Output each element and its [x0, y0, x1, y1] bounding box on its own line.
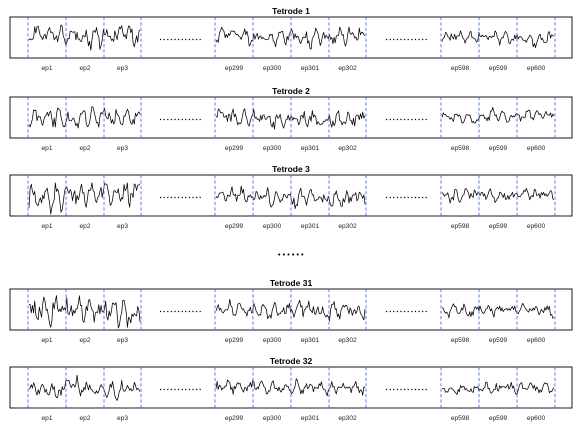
episode-label: ep3	[117, 65, 128, 72]
episode-label: ep600	[527, 337, 546, 344]
episode-label: ep300	[263, 65, 282, 72]
episode-label: ep600	[527, 145, 546, 152]
episode-label: ep302	[338, 65, 357, 72]
tetrode-panel: Tetrode 3 ep1 ep2 ep3 ep299 ep300 ep301 ep302 ep…	[9, 164, 573, 230]
episode-label: ep3	[117, 145, 128, 152]
tetrode-panel: Tetrode 31 ep1 ep2 ep3 ep299 ep300 ep301 ep302 e…	[9, 278, 573, 344]
episode-label: ep2	[79, 223, 90, 230]
signal-trace	[441, 107, 555, 124]
episode-label: ep3	[117, 223, 128, 230]
episode-label: ep302	[338, 415, 357, 422]
signal-trace	[28, 106, 141, 129]
episode-label: ep301	[301, 415, 320, 422]
signal-trace	[28, 374, 141, 401]
episode-label: ep299	[225, 223, 244, 230]
panel-title: Tetrode 31	[270, 278, 313, 288]
episode-label: ep301	[301, 337, 320, 344]
signal-trace	[28, 182, 141, 215]
episode-label: ep299	[225, 65, 244, 72]
episode-label: ep2	[79, 65, 90, 72]
episode-label: ep599	[489, 145, 508, 152]
signal-trace	[441, 302, 555, 319]
episode-label: ep300	[263, 337, 282, 344]
panel-title: Tetrode 1	[272, 6, 310, 16]
episode-label: ep598	[451, 337, 470, 344]
episode-label: ep1	[41, 145, 52, 152]
episode-label: ep302	[338, 223, 357, 230]
episode-label: ep2	[79, 145, 90, 152]
tetrode-panel: Tetrode 2 ep1 ep2 ep3 ep299 ep300 ep301 ep302 ep…	[9, 86, 573, 152]
episode-label: ep302	[338, 145, 357, 152]
episode-label: ep300	[263, 145, 282, 152]
episode-label: ep600	[527, 223, 546, 230]
panel-title: Tetrode 2	[272, 86, 310, 96]
episode-label: ep1	[41, 415, 52, 422]
episode-label: ep301	[301, 223, 320, 230]
episode-label: ep599	[489, 415, 508, 422]
episode-label: ep599	[489, 223, 508, 230]
tetrode-panel: Tetrode 1 ep1 ep2 ep3 ep299 ep300 ep301 ep302 ep…	[9, 6, 573, 72]
signal-trace	[28, 24, 141, 51]
signal-trace	[215, 185, 366, 209]
episode-label: ep599	[489, 337, 508, 344]
episode-label: ep1	[41, 223, 52, 230]
signal-trace	[28, 295, 141, 329]
episode-label: ep598	[451, 223, 470, 230]
episode-label: ep1	[41, 337, 52, 344]
episode-label: ep598	[451, 415, 470, 422]
episode-label: ep598	[451, 65, 470, 72]
episode-label: ep600	[527, 65, 546, 72]
episode-label: ep300	[263, 415, 282, 422]
episode-label: ep600	[527, 415, 546, 422]
signal-trace	[441, 381, 555, 395]
signal-trace	[441, 30, 555, 48]
episode-label: ep301	[301, 65, 320, 72]
vertical-ellipsis: ••••••	[277, 251, 305, 259]
panel-title: Tetrode 32	[270, 356, 313, 366]
signal-trace	[215, 108, 366, 130]
episode-label: ep3	[117, 415, 128, 422]
panel-title: Tetrode 3	[272, 164, 310, 174]
episode-label: ep3	[117, 337, 128, 344]
episode-label: ep599	[489, 65, 508, 72]
episode-label: ep299	[225, 145, 244, 152]
signal-trace	[215, 378, 366, 397]
episode-label: ep1	[41, 65, 52, 72]
episode-label: ep301	[301, 145, 320, 152]
episode-label: ep302	[338, 337, 357, 344]
signal-trace	[441, 188, 555, 204]
signal-trace	[215, 298, 366, 322]
episode-label: ep2	[79, 337, 90, 344]
episode-label: ep299	[225, 415, 244, 422]
episode-label: ep299	[225, 337, 244, 344]
episode-label: ep300	[263, 223, 282, 230]
tetrode-panel: Tetrode 32 ep1 ep2 ep3 ep299 ep300 ep301 ep302 e…	[9, 356, 573, 422]
episode-label: ep598	[451, 145, 470, 152]
episode-label: ep2	[79, 415, 90, 422]
signal-trace	[215, 26, 366, 50]
